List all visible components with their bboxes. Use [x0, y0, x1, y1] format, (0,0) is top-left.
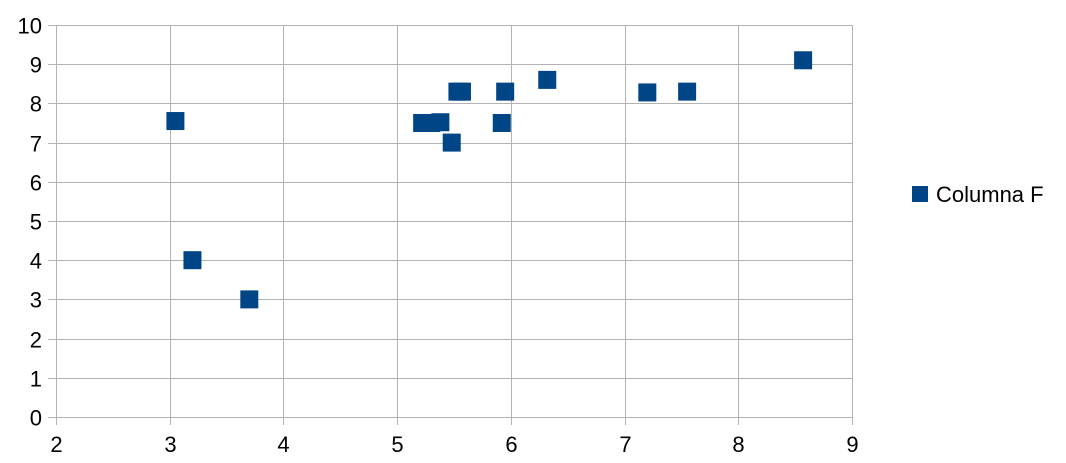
x-axis-tick-labels: 2 3 4 5 6 7 8 9	[50, 432, 858, 457]
data-points	[166, 51, 813, 309]
x-tick-label: 6	[505, 432, 517, 457]
legend: Columna F	[912, 182, 1044, 207]
data-point	[240, 290, 259, 309]
y-tick-label: 3	[30, 288, 42, 313]
y-tick-label: 8	[30, 92, 42, 117]
y-tick-label: 2	[30, 328, 42, 353]
data-point	[166, 112, 185, 131]
x-tick-label: 8	[732, 432, 744, 457]
x-tick-label: 2	[50, 432, 62, 457]
y-tick-label: 1	[30, 367, 42, 392]
y-tick-label: 5	[30, 210, 42, 235]
horizontal-gridlines	[56, 25, 852, 418]
x-tick-label: 4	[277, 432, 289, 457]
data-point	[431, 113, 450, 132]
y-tick-label: 10	[18, 14, 42, 39]
x-tick-label: 5	[391, 432, 403, 457]
data-point	[183, 251, 202, 270]
data-point	[496, 82, 515, 101]
data-point	[638, 83, 657, 102]
y-tick-label: 6	[30, 171, 42, 196]
y-axis-tick-labels: 0 1 2 3 4 5 6 7 8 9 10	[18, 14, 42, 431]
data-point	[452, 82, 471, 101]
x-tick-label: 3	[164, 432, 176, 457]
x-tick-label: 7	[619, 432, 631, 457]
y-tick-label: 9	[30, 53, 42, 78]
legend-label-columna-f: Columna F	[936, 182, 1044, 207]
y-tick-label: 0	[30, 406, 42, 431]
legend-swatch-columna-f	[912, 186, 928, 202]
data-point	[678, 82, 697, 101]
data-point	[538, 70, 557, 89]
data-point	[492, 114, 511, 132]
data-point	[442, 133, 461, 152]
y-tick-label: 4	[30, 249, 42, 274]
axis-ticks	[48, 25, 853, 425]
x-tick-label: 9	[846, 432, 858, 457]
y-tick-label: 7	[30, 132, 42, 157]
data-point	[794, 51, 813, 70]
